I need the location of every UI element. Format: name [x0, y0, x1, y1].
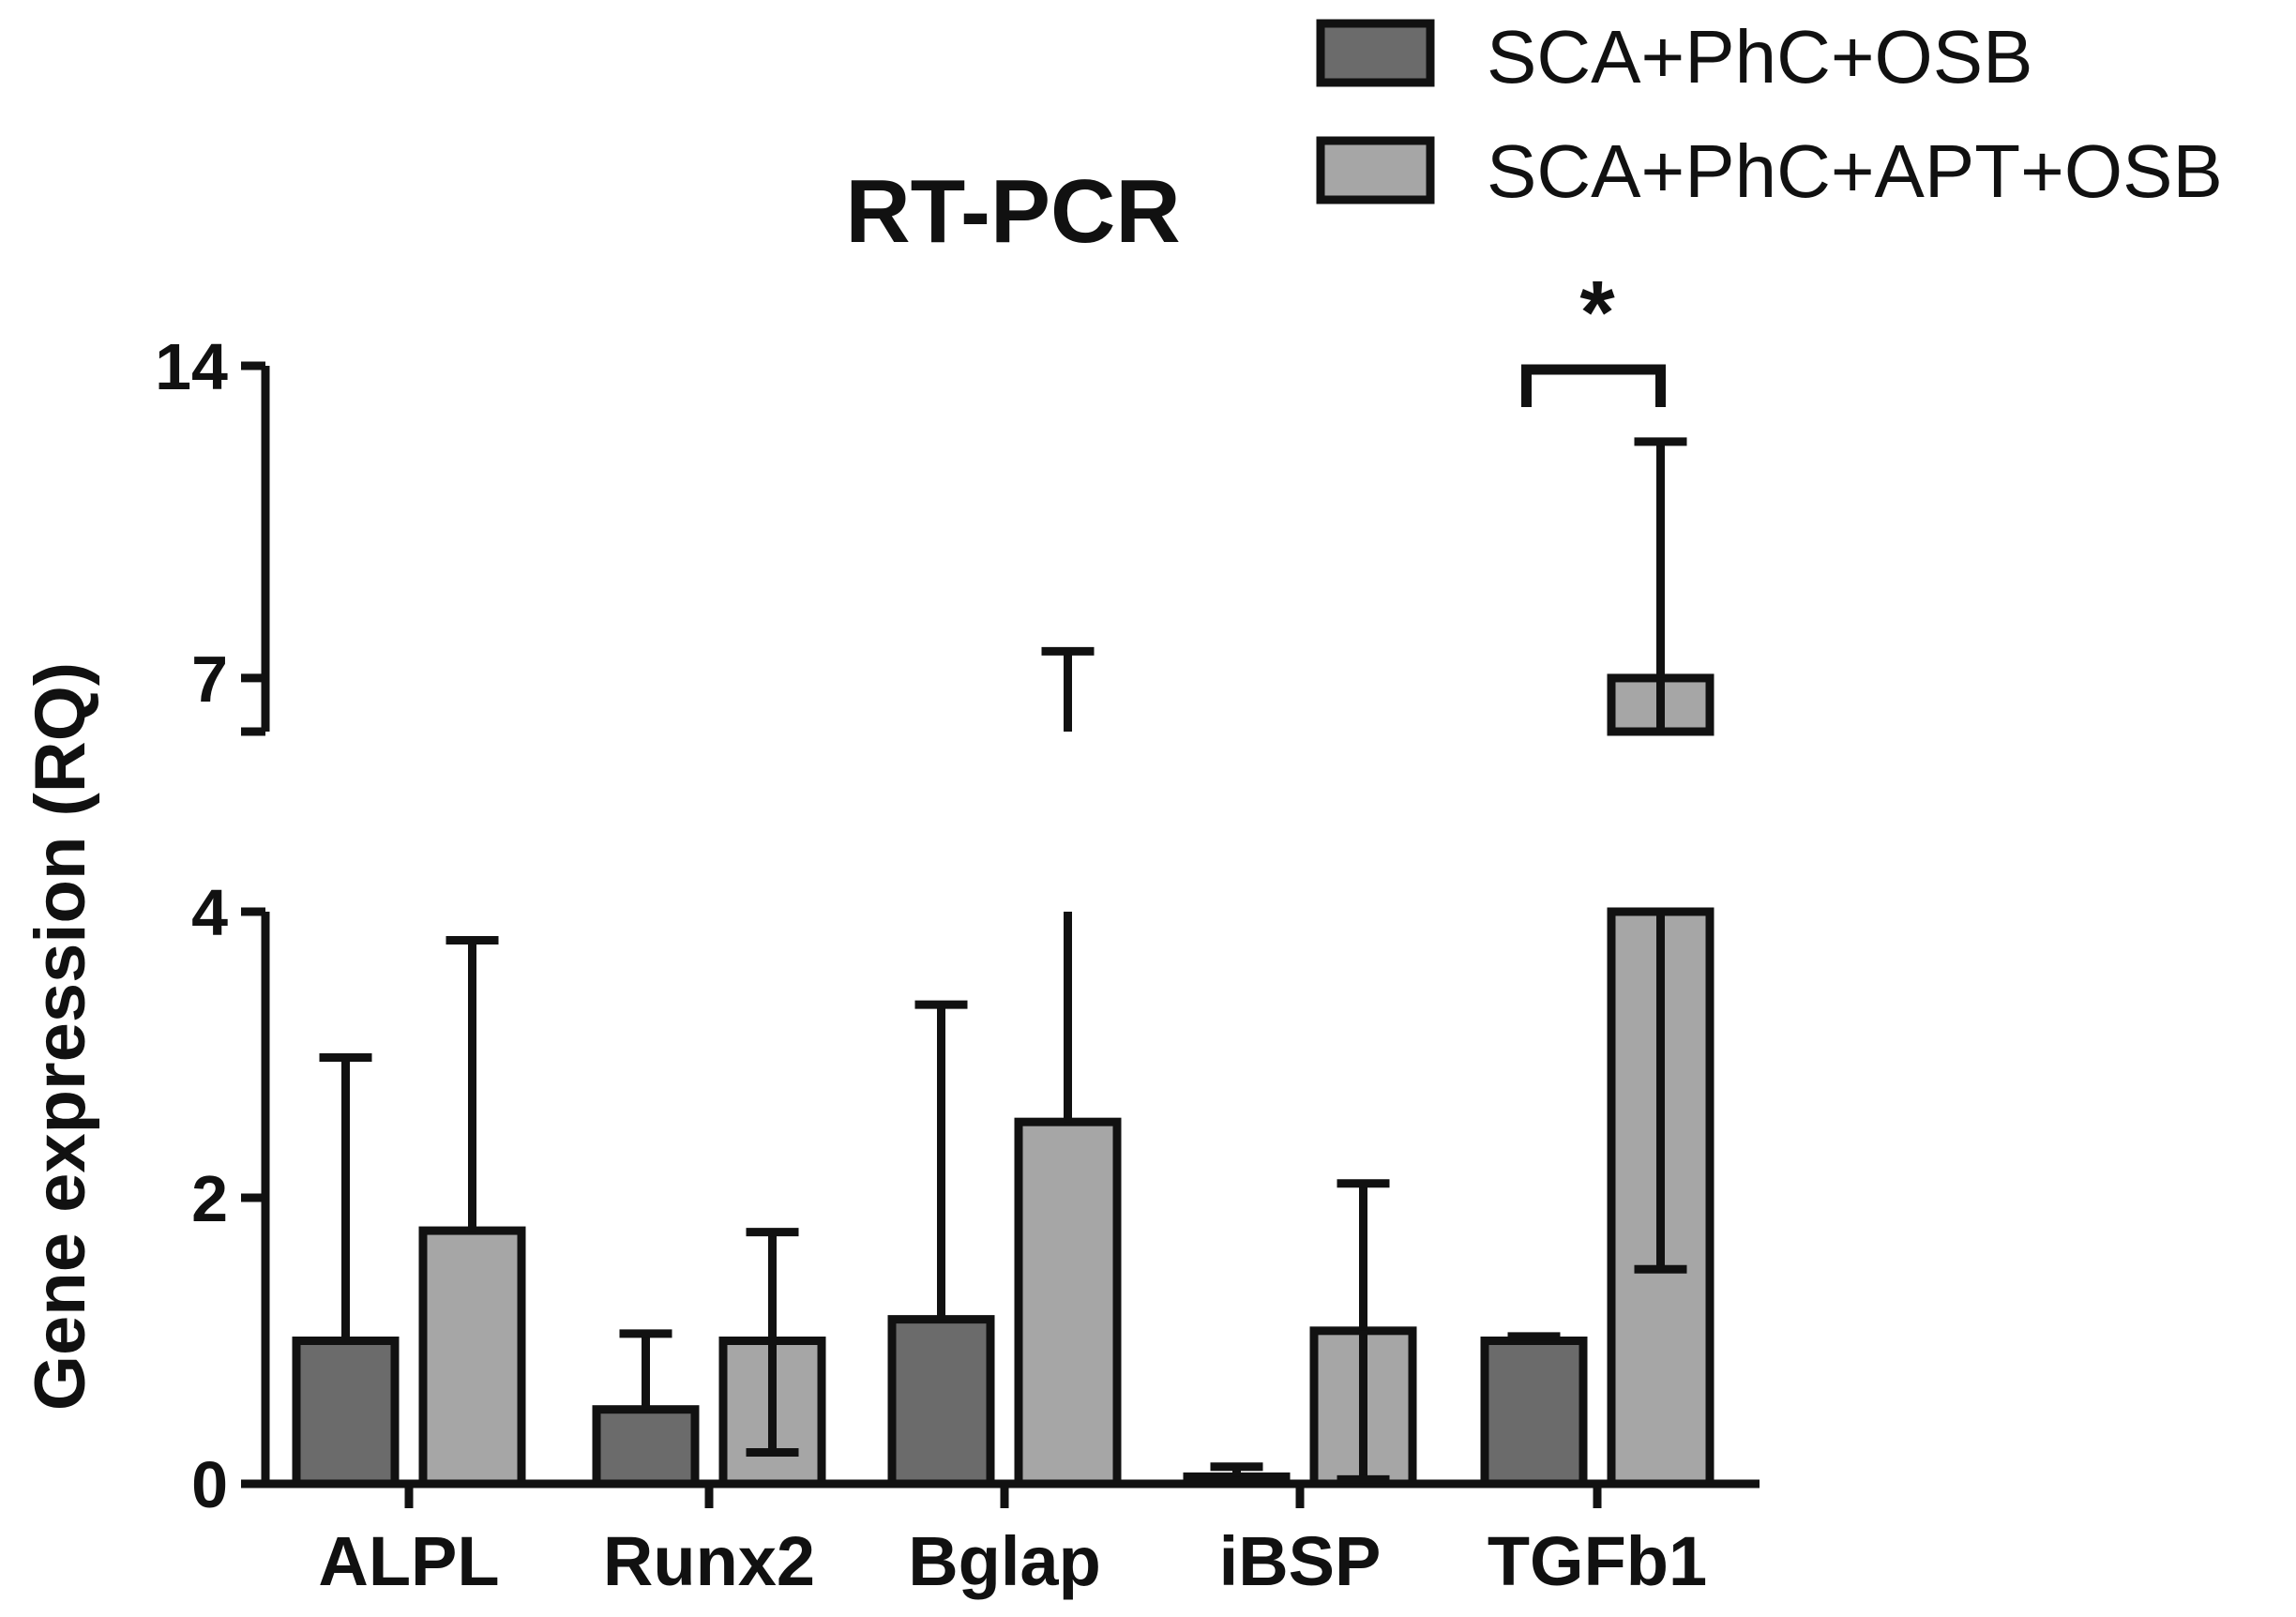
x-tick-label-2: Bglap — [908, 1522, 1101, 1600]
bar-0-4 — [1480, 1337, 1588, 1489]
annotations: * — [1521, 263, 1666, 407]
legend-label-0: SCA+PhC+OSB — [1487, 15, 2033, 98]
x-tick-label-0: ALPL — [318, 1522, 499, 1600]
y-tick-label-1: 2 — [191, 1162, 228, 1235]
y-tick-label-4: 14 — [155, 330, 228, 403]
x-tick-label-4: TGFb1 — [1488, 1522, 1707, 1600]
bar-1-2 — [1014, 1117, 1122, 1489]
x-axis: ALPL Runx2 Bglap iBSP TGFb1 — [265, 1479, 1760, 1600]
bar-0-1 — [592, 1405, 700, 1489]
y-axis: 0 2 4 7 14 — [155, 330, 270, 1521]
significance-bracket — [1521, 364, 1666, 407]
significance-star: * — [1579, 263, 1615, 363]
legend: SCA+PhC+OSB SCA+PhC+APT+OSB — [1316, 15, 2223, 213]
legend-swatch-0 — [1316, 19, 1435, 87]
x-tick-label-3: iBSP — [1219, 1522, 1382, 1600]
y-axis-title: Gene expression (RQ) — [21, 662, 100, 1411]
bar-0-0 — [292, 1337, 400, 1489]
legend-label-1: SCA+PhC+APT+OSB — [1487, 129, 2223, 213]
y-tick-label-3: 7 — [191, 642, 228, 716]
y-tick-label-2: 4 — [191, 876, 228, 949]
bar-0-2 — [887, 1315, 995, 1489]
bar-0-3 — [1183, 1472, 1291, 1489]
legend-swatch-1 — [1316, 136, 1435, 204]
y-tick-label-0: 0 — [191, 1448, 228, 1521]
bars — [292, 437, 1714, 1489]
chart-title: RT-PCR — [845, 161, 1180, 262]
bar-1-0 — [418, 1226, 526, 1489]
x-tick-label-1: Runx2 — [603, 1522, 815, 1600]
